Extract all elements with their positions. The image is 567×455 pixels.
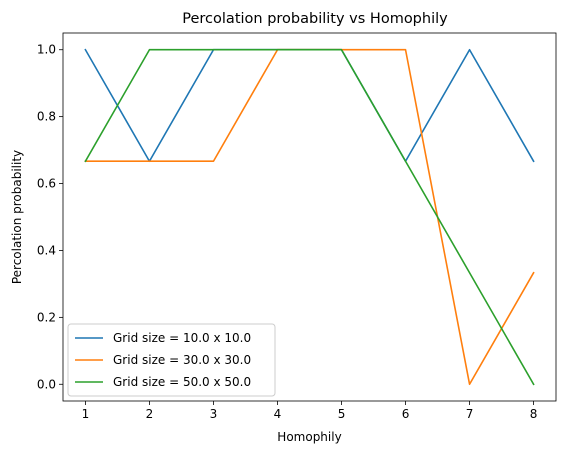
legend: Grid size = 10.0 x 10.0 Grid size = 30.0 … [67, 323, 276, 397]
y-tick-label: 0.4 [37, 243, 56, 257]
legend-label: Grid size = 10.0 x 10.0 [113, 331, 251, 345]
x-tick-label: 1 [82, 407, 90, 421]
x-tick-label: 4 [274, 407, 282, 421]
x-tick-label: 7 [466, 407, 474, 421]
series-line-1 [84, 48, 535, 163]
x-tick-label: 6 [402, 407, 410, 421]
x-tick-label: 5 [338, 407, 346, 421]
y-axis-ticks: 0.0 0.2 0.4 0.6 0.8 1.0 [37, 43, 63, 391]
plot-frame [62, 32, 557, 402]
chart-title: Percolation probability vs Homophily [182, 11, 448, 27]
series-line-3 [84, 48, 535, 386]
y-tick-label: 0.6 [37, 177, 56, 191]
x-tick-label: 2 [146, 407, 154, 421]
y-tick-label: 1.0 [37, 43, 56, 57]
y-tick-label: 0.8 [37, 110, 56, 124]
x-tick-label: 8 [530, 407, 538, 421]
legend-label: Grid size = 30.0 x 30.0 [113, 353, 251, 367]
y-tick-label: 0.2 [37, 310, 56, 324]
y-tick-label: 0.0 [37, 377, 56, 391]
legend-box [67, 323, 276, 397]
series-lines [84, 48, 535, 386]
x-axis-label: Homophily [277, 430, 341, 444]
legend-label: Grid size = 50.0 x 50.0 [113, 375, 251, 389]
x-tick-label: 3 [210, 407, 218, 421]
y-axis-label: Percolation probability [10, 150, 24, 284]
x-axis-ticks: 1 2 3 4 5 6 7 8 [82, 401, 538, 421]
